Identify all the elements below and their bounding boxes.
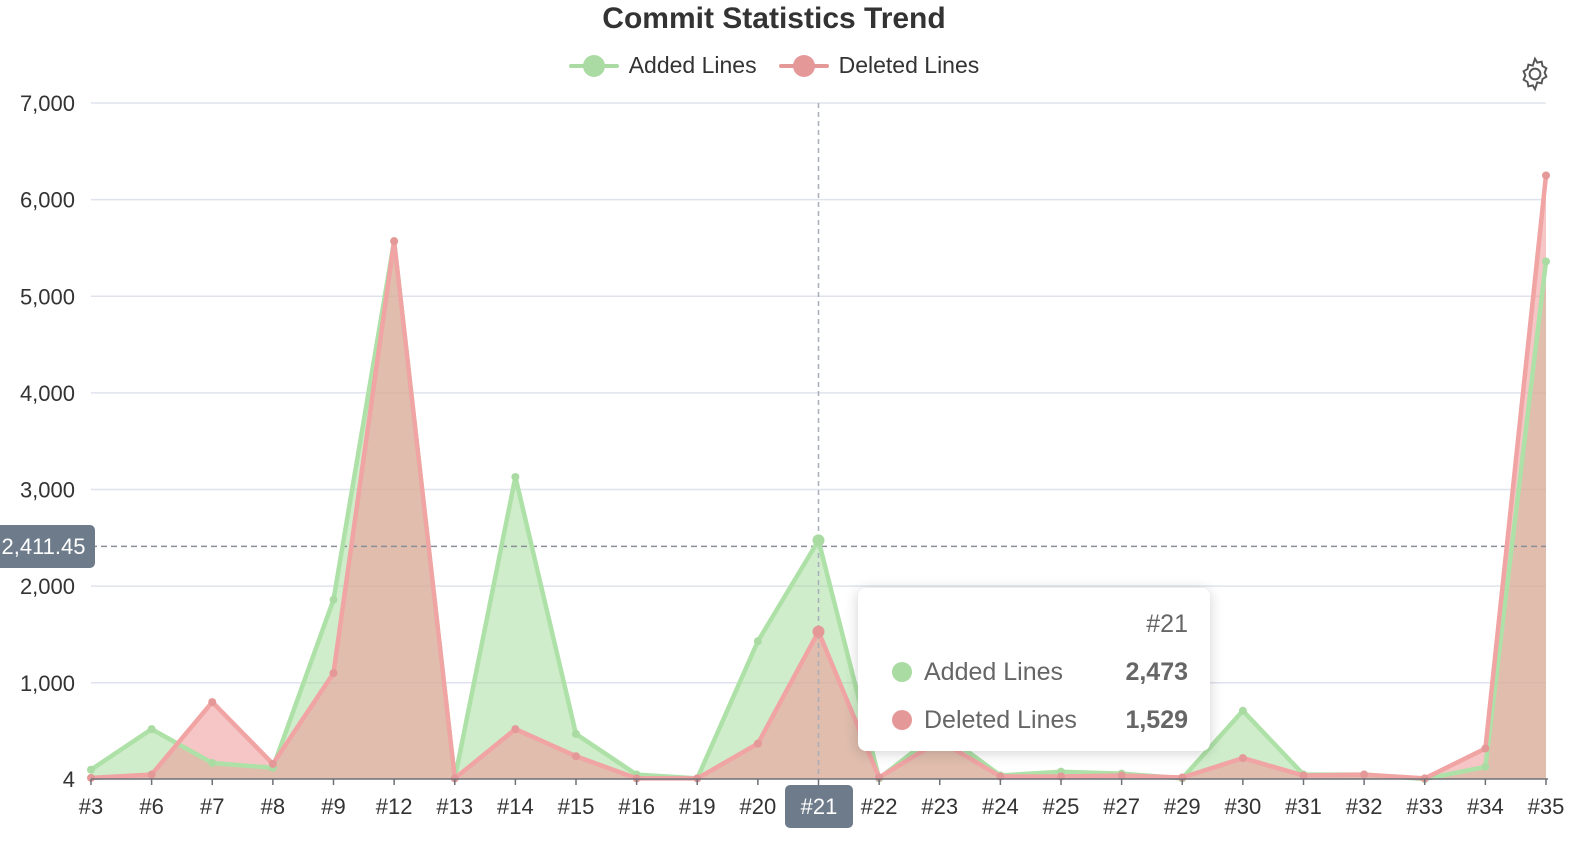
x-tick-label: #14 <box>497 794 534 819</box>
data-point[interactable] <box>812 534 825 547</box>
y-tick-label: 1,000 <box>20 671 75 696</box>
data-point[interactable] <box>147 770 156 779</box>
chart-tooltip: #21 Added Lines 2,473 Deleted Lines 1,52… <box>858 588 1210 751</box>
data-point[interactable] <box>511 725 520 734</box>
y-tick-label: 3,000 <box>20 478 75 503</box>
x-tick-label: #7 <box>200 794 224 819</box>
data-point[interactable] <box>1238 754 1247 763</box>
tooltip-value-deleted: 1,529 <box>1125 706 1188 734</box>
data-point[interactable] <box>1299 771 1308 780</box>
tooltip-dot-deleted <box>892 710 912 730</box>
data-point[interactable] <box>1238 706 1247 715</box>
crosshair-x-value-badge: #21 <box>785 785 853 828</box>
x-tick-label: #16 <box>618 794 655 819</box>
data-point[interactable] <box>390 237 399 246</box>
tooltip-row-added: Added Lines 2,473 <box>880 656 1188 688</box>
tooltip-name-deleted: Deleted Lines <box>924 706 1077 734</box>
data-point[interactable] <box>511 472 520 481</box>
x-tick-label: #15 <box>558 794 595 819</box>
x-tick-label: #13 <box>436 794 473 819</box>
legend-item-deleted[interactable]: Deleted Lines <box>778 52 980 79</box>
data-point[interactable] <box>1481 744 1490 753</box>
x-tick-label: #12 <box>376 794 413 819</box>
legend-swatch-added <box>568 54 619 77</box>
chart-title: Commit Statistics Trend <box>602 2 946 35</box>
y-tick-label: 5,000 <box>20 284 75 309</box>
data-point[interactable] <box>268 759 277 768</box>
x-tick-label: #22 <box>861 794 898 819</box>
tooltip-dot-added <box>892 662 912 682</box>
legend-item-added[interactable]: Added Lines <box>568 52 757 79</box>
data-point[interactable] <box>147 725 156 734</box>
x-tick-label: #20 <box>740 794 777 819</box>
crosshair-y-value-badge: 2,411.45 <box>0 525 95 568</box>
data-point[interactable] <box>208 758 217 767</box>
y-tick-label: 4 <box>63 767 75 792</box>
x-tick-label: #34 <box>1467 794 1504 819</box>
tooltip-title: #21 <box>1146 610 1188 638</box>
series-area-1 <box>91 175 1546 779</box>
x-tick-label: #8 <box>261 794 285 819</box>
legend-label-deleted: Deleted Lines <box>838 52 980 78</box>
gear-icon[interactable] <box>1517 56 1553 92</box>
data-point[interactable] <box>208 698 217 707</box>
data-point[interactable] <box>329 595 338 604</box>
x-tick-label: #33 <box>1406 794 1443 819</box>
y-tick-label: 7,000 <box>20 91 75 116</box>
x-tick-label: #32 <box>1346 794 1383 819</box>
legend-label-added: Added Lines <box>628 52 757 78</box>
data-point[interactable] <box>1481 762 1490 771</box>
data-point[interactable] <box>87 773 95 782</box>
data-point[interactable] <box>753 739 762 748</box>
data-point[interactable] <box>572 729 580 738</box>
data-point[interactable] <box>1542 257 1550 266</box>
x-tick-label: #30 <box>1225 794 1262 819</box>
data-point[interactable] <box>753 637 762 646</box>
y-tick-label: 2,000 <box>20 574 75 599</box>
data-point[interactable] <box>329 669 338 678</box>
x-tick-label: #31 <box>1285 794 1322 819</box>
data-point[interactable] <box>572 752 580 761</box>
tooltip-value-added: 2,473 <box>1125 658 1188 686</box>
y-tick-label: 6,000 <box>20 188 75 213</box>
legend-swatch-deleted <box>778 54 829 77</box>
x-tick-label: #25 <box>1043 794 1080 819</box>
x-tick-label: #3 <box>79 794 103 819</box>
data-point[interactable] <box>87 765 95 774</box>
x-tick-label: #19 <box>679 794 716 819</box>
data-point[interactable] <box>1542 171 1550 180</box>
tooltip-row-deleted: Deleted Lines 1,529 <box>880 704 1188 736</box>
chart-legend: Added Lines Deleted Lines <box>0 52 1548 79</box>
x-tick-label: #29 <box>1164 794 1201 819</box>
x-tick-label: #9 <box>321 794 345 819</box>
x-tick-label: #6 <box>139 794 163 819</box>
data-point[interactable] <box>1360 770 1369 779</box>
y-tick-label: 4,000 <box>20 381 75 406</box>
x-tick-label: #23 <box>921 794 958 819</box>
x-tick-label: #35 <box>1528 794 1565 819</box>
data-point[interactable] <box>1117 771 1126 780</box>
data-point[interactable] <box>812 625 825 638</box>
x-tick-label: #24 <box>982 794 1019 819</box>
x-tick-label: #27 <box>1103 794 1140 819</box>
tooltip-name-added: Added Lines <box>924 658 1064 686</box>
